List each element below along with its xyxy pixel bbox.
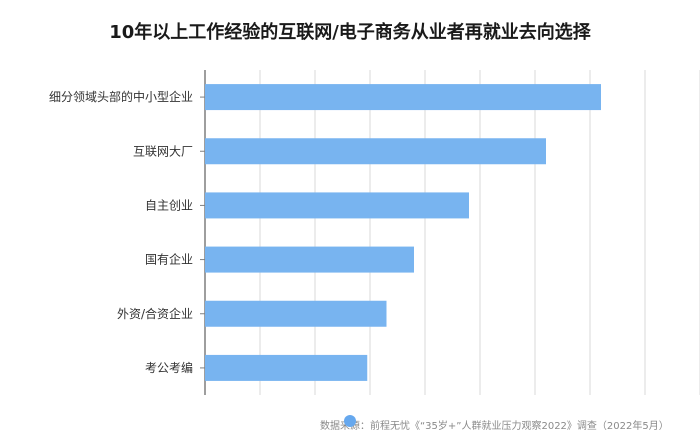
bar bbox=[205, 192, 469, 219]
y-tick-label: 考公考编 bbox=[145, 360, 193, 375]
y-tick-label: 外资/合资企业 bbox=[117, 306, 193, 321]
source-note: 数据来源：前程无忧《“35岁+”人群就业压力观察2022》调查（2022年5月） bbox=[320, 421, 669, 432]
bar bbox=[205, 354, 368, 381]
y-tick-label: 细分领域头部的中小型企业 bbox=[49, 89, 193, 104]
y-tick-label: 国有企业 bbox=[145, 252, 193, 267]
bar bbox=[205, 84, 601, 111]
y-tick-label: 互联网大厂 bbox=[133, 144, 193, 158]
source-dot-icon bbox=[344, 415, 356, 427]
bar bbox=[205, 300, 387, 327]
bar bbox=[205, 138, 546, 165]
chart-title: 10年以上工作经验的互联网/电子商务从业者再就业去向选择 bbox=[109, 22, 591, 43]
y-tick-label: 自主创业 bbox=[145, 198, 193, 212]
bar bbox=[205, 246, 414, 273]
